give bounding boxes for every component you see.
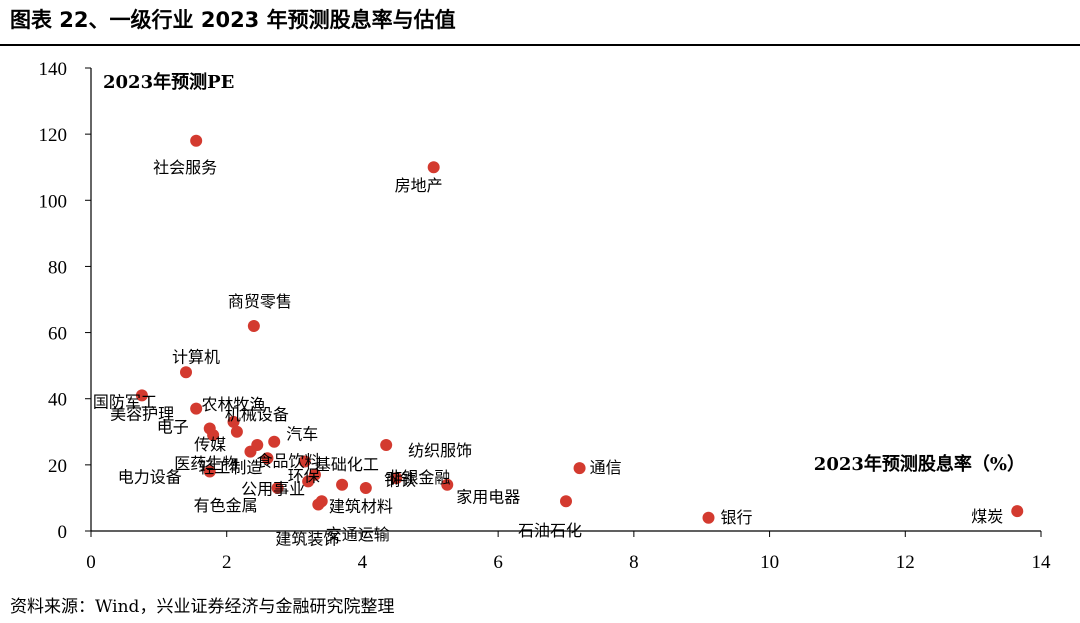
- y-tick-label: 0: [58, 522, 68, 543]
- x-tick-label: 8: [629, 552, 639, 573]
- point-label: 电子: [157, 417, 189, 436]
- point-label: 机械设备: [225, 405, 289, 424]
- point-label: 农林牧渔: [201, 395, 265, 414]
- point-label: 商贸零售: [228, 292, 292, 311]
- point-label: 非银金融: [386, 468, 450, 487]
- point-label: 食品饮料: [256, 452, 320, 471]
- point-label: 国防军工: [93, 392, 157, 411]
- data-point: [190, 134, 203, 147]
- point-label: 公用事业: [241, 479, 305, 498]
- data-point: [227, 415, 240, 428]
- data-point: [336, 478, 349, 491]
- point-label: 房地产: [395, 176, 443, 195]
- data-point: [390, 472, 403, 485]
- data-point: [427, 161, 440, 174]
- data-points: [135, 134, 1024, 524]
- data-point: [380, 439, 393, 452]
- point-label: 轻工制造: [198, 458, 262, 477]
- x-tick-label: 14: [1032, 552, 1052, 573]
- point-label: 纺织服饰: [408, 441, 472, 460]
- data-point: [573, 462, 586, 475]
- data-point: [135, 389, 148, 402]
- data-point: [180, 366, 192, 379]
- x-tick-label: 0: [86, 552, 96, 573]
- point-label: 医药生物: [174, 454, 238, 473]
- y-tick-label: 100: [39, 191, 68, 212]
- data-point: [203, 465, 216, 478]
- point-label: 传媒: [194, 435, 226, 454]
- point-label: 银行: [721, 508, 753, 527]
- data-point: [302, 475, 315, 488]
- point-label: 煤炭: [971, 507, 1003, 526]
- y-tick-label: 80: [48, 257, 67, 278]
- data-point: [560, 495, 572, 508]
- x-axis-title: 2023年预测股息率（%）: [814, 453, 1025, 475]
- scatter-chart: 0 20 40 60 80 100 120 140 0 2 4 6 8 10 12 14 社会服务房地产商贸零…: [39, 59, 1052, 573]
- x-tick-label: 6: [493, 552, 503, 573]
- y-tick-label: 20: [48, 456, 67, 477]
- x-tick-label: 12: [896, 552, 915, 573]
- point-label: 通信: [590, 458, 622, 477]
- x-tick-label: 4: [358, 552, 368, 573]
- point-label: 交通运输: [326, 525, 390, 544]
- data-point: [702, 511, 715, 524]
- y-tick-label: 120: [39, 125, 68, 146]
- source-note: 资料来源：Wind，兴业证券经济与金融研究院整理: [10, 597, 395, 617]
- data-point: [247, 319, 260, 332]
- point-label: 有色金属: [194, 496, 258, 515]
- point-label: 汽车: [286, 425, 318, 444]
- data-point: [441, 478, 454, 491]
- y-tick-label: 40: [48, 390, 67, 411]
- data-point: [190, 402, 203, 415]
- data-point: [244, 445, 257, 458]
- y-tick-label: 60: [48, 324, 67, 345]
- point-label: 美容护理: [110, 405, 174, 424]
- data-point: [359, 482, 372, 495]
- y-axis-title: 2023年预测PE: [103, 71, 234, 93]
- data-point: [261, 452, 274, 465]
- point-label: 环保: [288, 467, 320, 486]
- point-label: 计算机: [172, 347, 220, 366]
- x-tick-label: 10: [760, 552, 779, 573]
- point-label: 建筑装饰: [275, 530, 339, 549]
- data-point: [271, 482, 284, 495]
- point-label: 电力设备: [118, 467, 182, 486]
- data-point: [312, 498, 325, 511]
- point-label: 基础化工: [315, 455, 379, 474]
- data-point: [207, 429, 220, 442]
- axes: 0 20 40 60 80 100 120 140 0 2 4 6 8 10 12 14: [39, 59, 1052, 573]
- title-rule: [0, 44, 1080, 46]
- data-point: [230, 425, 243, 438]
- point-label: 社会服务: [153, 158, 217, 177]
- data-point: [1011, 505, 1024, 518]
- data-point: [298, 455, 311, 468]
- figure-title: 图表 22、一级行业 2023 年预测股息率与估值: [10, 8, 456, 32]
- x-tick-label: 2: [222, 552, 232, 573]
- point-label: 钢铁: [384, 471, 416, 490]
- data-point: [268, 435, 281, 448]
- y-tick-label: 140: [39, 59, 68, 80]
- point-label: 石油石化: [518, 521, 582, 540]
- point-label: 家用电器: [456, 488, 520, 507]
- point-label: 建筑材料: [329, 497, 393, 516]
